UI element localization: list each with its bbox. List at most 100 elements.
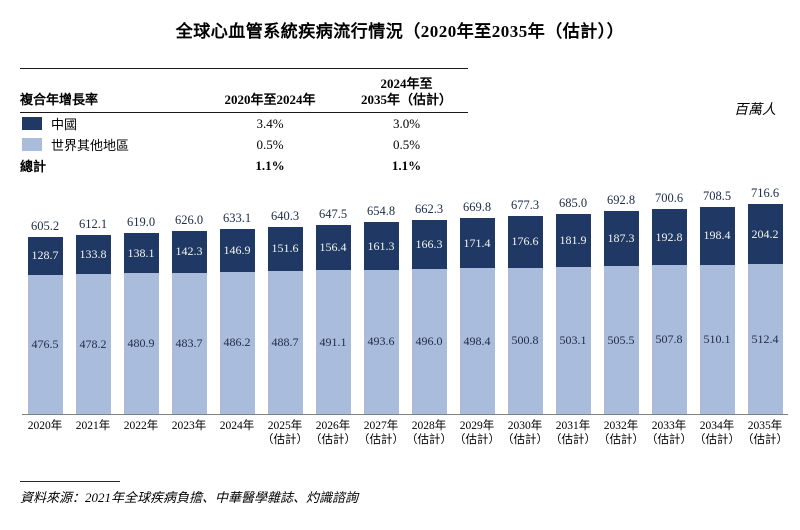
bar-group: 685.0 181.9 503.1 [550,196,596,414]
bar-segment-china: 156.4 [315,224,351,271]
cagr-col2-header-line2: 2035年（估計） [360,92,452,107]
bar-segment-china: 142.3 [171,230,207,273]
x-axis-estimate-tag: （估計） [406,434,452,446]
x-axis-year: 2032年 [603,420,639,432]
cagr-row-china: 中國 3.4% 3.0% [20,113,468,134]
china-cagr-2024-2035: 3.0% [392,115,421,131]
x-axis-label: 2029年 （估計） [454,419,500,447]
chart-title: 全球心血管系統疾病流行情況（2020年至2035年（估計）） [175,22,625,41]
bar-segment-world: 476.5 [27,274,63,414]
bar-segment-world: 491.1 [315,270,351,414]
bar-segment-world: 503.1 [555,266,591,414]
x-axis-estimate-tag: （估計） [262,434,308,446]
legend-item-china: 中國 [20,114,195,133]
bar-group: 605.2 128.7 476.5 [22,219,68,414]
bar-segment-world: 510.1 [699,264,735,414]
bar-group: 654.8 161.3 493.6 [358,204,404,414]
x-axis-label: 2027年 （估計） [358,419,404,447]
bar-total-label: 647.5 [318,206,348,221]
x-axis-label: 2021年 [70,419,116,447]
x-axis-label: 2020年 [22,419,68,447]
bar-group: 716.6 204.2 512.4 [742,186,788,414]
bar-group: 669.8 171.4 498.4 [454,200,500,414]
bar-segment-world: 486.2 [219,271,255,414]
x-axis-year: 2026年 [315,420,351,432]
cagr-table: 複合年增長率 2020年至2024年 2024年至 2035年（估計） 中國 3… [20,68,468,176]
unit-label: 百萬人 [734,103,776,118]
source-text: 資料來源：2021年全球疾病負擔、中華醫學雜誌、灼識諮詢 [20,490,359,505]
world-cagr-2024-2035: 0.5% [392,136,421,152]
bar-segment-china: 171.4 [459,218,495,269]
x-axis-estimate-tag: （估計） [598,434,644,446]
total-row-label: 總計 [20,159,47,174]
x-axis-estimate-tag: （估計） [310,434,356,446]
bar-total-label: 677.3 [510,197,540,212]
bar-segment-china: 138.1 [123,232,159,274]
stacked-bar-chart: 605.2 128.7 476.5 612.1 133.8 478.2 619.0 138.1… [22,180,788,415]
bar-segment-world: 505.5 [603,266,639,414]
bar-total-label: 612.1 [78,217,108,232]
legend-label-china: 中國 [51,117,78,132]
legend-label-world: 世界其他地區 [51,138,130,153]
bar-group: 619.0 138.1 480.9 [118,215,164,414]
bar-segment-china: 176.6 [507,215,543,268]
x-axis-year: 2031年 [555,420,591,432]
bar-group: 677.3 176.6 500.8 [502,198,548,414]
legend-item-world: 世界其他地區 [20,135,195,154]
bar-segment-china: 128.7 [27,236,63,275]
world-color-swatch-icon [22,138,42,151]
cagr-col2-header-line1: 2024年至 [380,76,433,91]
bar-group: 640.3 151.6 488.7 [262,209,308,414]
bar-segment-world: 500.8 [507,267,543,414]
x-axis-estimate-tag: （估計） [550,434,596,446]
bar-total-label: 685.0 [558,195,588,210]
source-note: 資料來源：2021年全球疾病負擔、中華醫學雜誌、灼識諮詢 [20,481,358,506]
bar-total-label: 716.6 [750,186,780,201]
cagr-corner-label: 複合年增長率 [20,92,99,107]
x-axis-label: 2034年 （估計） [694,419,740,447]
bar-group: 633.1 146.9 486.2 [214,211,260,414]
cagr-row-world: 世界其他地區 0.5% 0.5% [20,134,468,155]
bar-total-label: 708.5 [702,188,732,203]
bar-group: 647.5 156.4 491.1 [310,207,356,414]
x-axis-estimate-tag: （估計） [694,434,740,446]
source-divider [20,481,120,482]
bar-segment-china: 161.3 [363,222,399,270]
bar-total-label: 633.1 [222,210,252,225]
x-axis-label: 2030年 （估計） [502,419,548,447]
x-axis-label: 2028年 （估計） [406,419,452,447]
bar-segment-china: 133.8 [75,235,111,275]
bar-segment-china: 151.6 [267,226,303,272]
bar-group: 692.8 187.3 505.5 [598,193,644,414]
bar-group: 700.6 192.8 507.8 [646,191,692,414]
bar-total-label: 669.8 [462,200,492,215]
bar-segment-china: 181.9 [555,213,591,267]
bar-total-label: 640.3 [270,208,300,223]
bar-segment-china: 146.9 [219,228,255,272]
bar-segment-world: 478.2 [75,274,111,414]
total-cagr-2020-2024: 1.1% [255,157,285,173]
x-axis-label: 2026年 （估計） [310,419,356,447]
x-axis-year: 2023年 [171,420,207,432]
x-axis-label: 2023年 [166,419,212,447]
x-axis-year: 2021年 [75,420,111,432]
bar-segment-world: 480.9 [123,273,159,414]
x-axis-year: 2034年 [699,420,735,432]
x-axis-year: 2024年 [219,420,255,432]
bar-segment-china: 187.3 [603,211,639,267]
x-axis-estimate-tag: （估計） [358,434,404,446]
x-axis: 2020年 2021年 2022年 2023年 2024年 2025年 （估計） 2026年 （… [22,419,788,447]
x-axis-label: 2033年 （估計） [646,419,692,447]
total-cagr-2024-2035: 1.1% [391,157,422,173]
bar-segment-china: 192.8 [651,209,687,266]
x-axis-year: 2022年 [123,420,159,432]
world-cagr-2020-2024: 0.5% [256,136,284,152]
x-axis-estimate-tag: （估計） [646,434,692,446]
x-axis-year: 2020年 [27,420,63,432]
cagr-table-header: 複合年增長率 2020年至2024年 2024年至 2035年（估計） [20,68,468,113]
bar-segment-world: 512.4 [747,264,783,414]
x-axis-estimate-tag: （估計） [742,434,788,446]
bar-segment-china: 204.2 [747,204,783,265]
bar-total-label: 692.8 [606,193,636,208]
x-axis-label: 2022年 [118,419,164,447]
